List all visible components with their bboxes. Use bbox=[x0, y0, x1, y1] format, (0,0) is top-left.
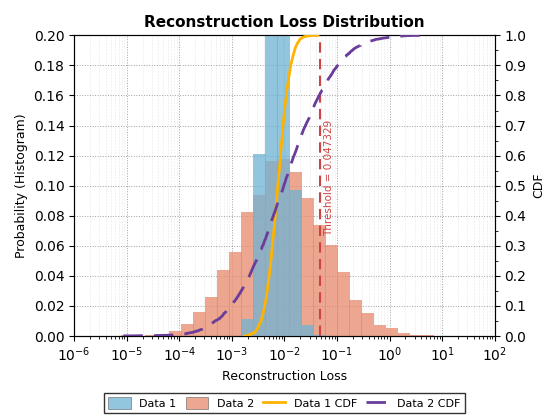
Bar bbox=[253, 155, 266, 336]
Bar bbox=[241, 320, 254, 336]
Bar bbox=[338, 272, 350, 336]
Bar bbox=[301, 198, 314, 336]
Bar bbox=[229, 252, 242, 336]
Data 2 CDF bbox=[120, 333, 127, 339]
Bar bbox=[277, 0, 290, 336]
Data 1 CDF bbox=[241, 333, 248, 339]
Bar bbox=[398, 333, 410, 336]
Data 1 CDF bbox=[272, 218, 278, 223]
Data 1 CDF bbox=[278, 138, 285, 143]
Bar bbox=[277, 159, 290, 336]
Bar bbox=[241, 212, 254, 336]
Bar bbox=[157, 334, 170, 336]
Bar bbox=[121, 335, 134, 336]
Bar bbox=[301, 325, 314, 336]
Data 1 CDF bbox=[281, 109, 288, 114]
Bar bbox=[169, 331, 181, 336]
Data 2 CDF bbox=[243, 279, 250, 284]
Data 2 CDF bbox=[426, 33, 433, 38]
Bar bbox=[217, 270, 230, 336]
Line: Data 2 CDF: Data 2 CDF bbox=[123, 35, 430, 336]
Bar bbox=[362, 313, 374, 336]
X-axis label: Reconstruction Loss: Reconstruction Loss bbox=[222, 370, 347, 383]
Title: Reconstruction Loss Distribution: Reconstruction Loss Distribution bbox=[144, 15, 424, 30]
Legend: Data 1, Data 2, Data 1 CDF, Data 2 CDF: Data 1, Data 2, Data 1 CDF, Data 2 CDF bbox=[104, 393, 465, 413]
Bar bbox=[290, 191, 302, 336]
Data 1 CDF bbox=[277, 153, 284, 158]
Data 2 CDF bbox=[296, 138, 303, 143]
Bar bbox=[181, 324, 194, 336]
Text: Threshold = 0.047329: Threshold = 0.047329 bbox=[324, 120, 334, 236]
Data 1 CDF bbox=[315, 33, 321, 38]
Data 2 CDF bbox=[309, 109, 315, 114]
Data 1 CDF bbox=[284, 86, 291, 91]
Bar bbox=[253, 195, 266, 336]
Bar bbox=[265, 161, 278, 336]
Bar bbox=[206, 297, 218, 336]
Data 1 CDF bbox=[265, 279, 272, 284]
Bar bbox=[265, 0, 278, 336]
Data 2 CDF bbox=[291, 153, 297, 158]
Bar bbox=[193, 312, 206, 336]
Data 2 CDF bbox=[320, 86, 326, 91]
Bar bbox=[409, 335, 422, 336]
Data 2 CDF bbox=[268, 218, 275, 223]
Line: Data 1 CDF: Data 1 CDF bbox=[244, 35, 318, 336]
Bar bbox=[349, 299, 362, 336]
Bar bbox=[314, 225, 326, 336]
Bar bbox=[290, 171, 302, 336]
Y-axis label: Probability (Histogram): Probability (Histogram) bbox=[15, 113, 28, 258]
Bar bbox=[374, 325, 386, 336]
Y-axis label: CDF: CDF bbox=[532, 173, 545, 198]
Bar bbox=[325, 244, 338, 336]
Bar bbox=[145, 335, 158, 336]
Bar bbox=[385, 328, 398, 336]
